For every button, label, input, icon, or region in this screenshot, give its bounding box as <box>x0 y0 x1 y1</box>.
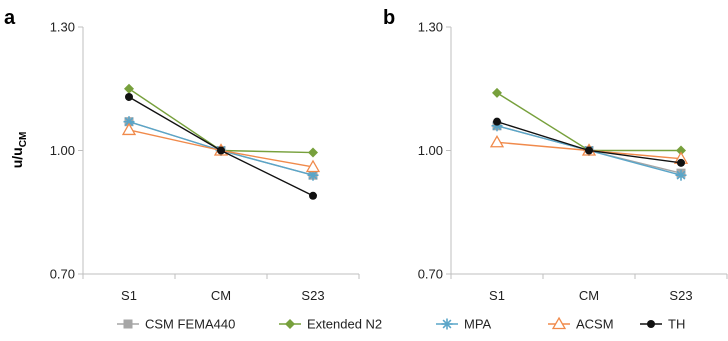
data-point <box>492 87 502 98</box>
data-point <box>309 191 317 200</box>
data-point <box>121 122 137 136</box>
y-axis-title: u/uCM <box>9 132 29 169</box>
legend-label: ACSM <box>576 317 614 332</box>
data-point-stroke <box>124 117 134 127</box>
legend-marker <box>441 318 453 330</box>
y-tick-label: 0.70 <box>418 267 443 282</box>
data-point <box>305 159 321 173</box>
y-axis-title-main: u/u <box>9 147 25 168</box>
y-tick-label: 1.30 <box>50 20 75 35</box>
legend: CSM FEMA440 Extended N2 MPA ACSM TH <box>117 317 685 332</box>
series-line <box>128 88 314 154</box>
x-tick-label: S1 <box>121 288 137 303</box>
legend-marker <box>647 320 655 328</box>
x-tick-label: S23 <box>301 288 324 303</box>
panel-label: b <box>383 7 395 29</box>
y-tick-label: 1.00 <box>418 143 443 158</box>
panel-a: 0.70 1.00 1.30 S1 CM S23 a <box>4 7 360 303</box>
data-point <box>217 146 225 155</box>
legend-label: TH <box>668 317 685 332</box>
x-tick-label: CM <box>211 288 231 303</box>
y-tick-label: 1.30 <box>418 20 443 35</box>
series-line <box>496 92 681 152</box>
y-tick-label: 0.70 <box>50 267 75 282</box>
y-axis-title-subscript: CM <box>18 132 29 148</box>
x-tick-label: CM <box>579 288 599 303</box>
legend-marker <box>285 319 295 329</box>
data-point <box>124 83 134 94</box>
x-tick-label: S1 <box>489 288 505 303</box>
legend-label: CSM FEMA440 <box>145 317 235 332</box>
data-point <box>125 92 133 101</box>
legend-marker-stroke <box>442 319 452 329</box>
data-point <box>493 117 501 126</box>
panel-label: a <box>4 7 16 29</box>
x-tick-label: S23 <box>669 288 692 303</box>
data-point <box>489 134 505 148</box>
data-point <box>675 169 687 181</box>
data-point <box>677 158 685 167</box>
data-point <box>676 145 686 156</box>
legend-label: Extended N2 <box>307 317 382 332</box>
data-point <box>307 169 319 181</box>
y-tick-label: 1.00 <box>50 143 75 158</box>
panel-b: 0.70 1.00 1.30 S1 CM S23 b <box>383 7 728 303</box>
legend-marker <box>123 319 133 329</box>
legend-label: MPA <box>464 317 492 332</box>
data-point-stroke <box>308 170 318 180</box>
legend-marker <box>551 316 567 330</box>
data-point <box>585 146 593 155</box>
data-point <box>308 147 318 158</box>
data-point-stroke <box>676 170 686 180</box>
